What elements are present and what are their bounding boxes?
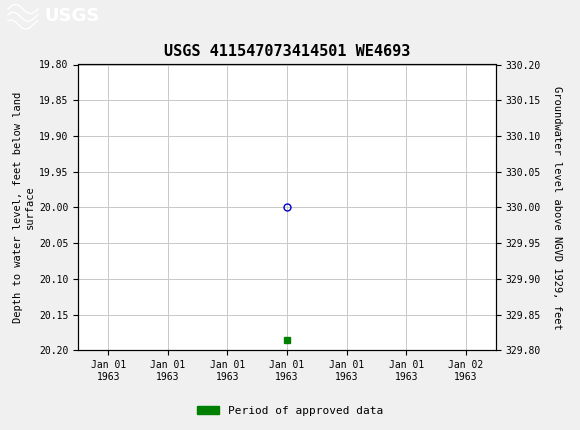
Title: USGS 411547073414501 WE4693: USGS 411547073414501 WE4693 <box>164 44 410 59</box>
Y-axis label: Depth to water level, feet below land
surface: Depth to water level, feet below land su… <box>13 92 35 323</box>
Legend: Period of approved data: Period of approved data <box>193 401 387 420</box>
Text: USGS: USGS <box>44 7 99 25</box>
Y-axis label: Groundwater level above NGVD 1929, feet: Groundwater level above NGVD 1929, feet <box>552 86 562 329</box>
